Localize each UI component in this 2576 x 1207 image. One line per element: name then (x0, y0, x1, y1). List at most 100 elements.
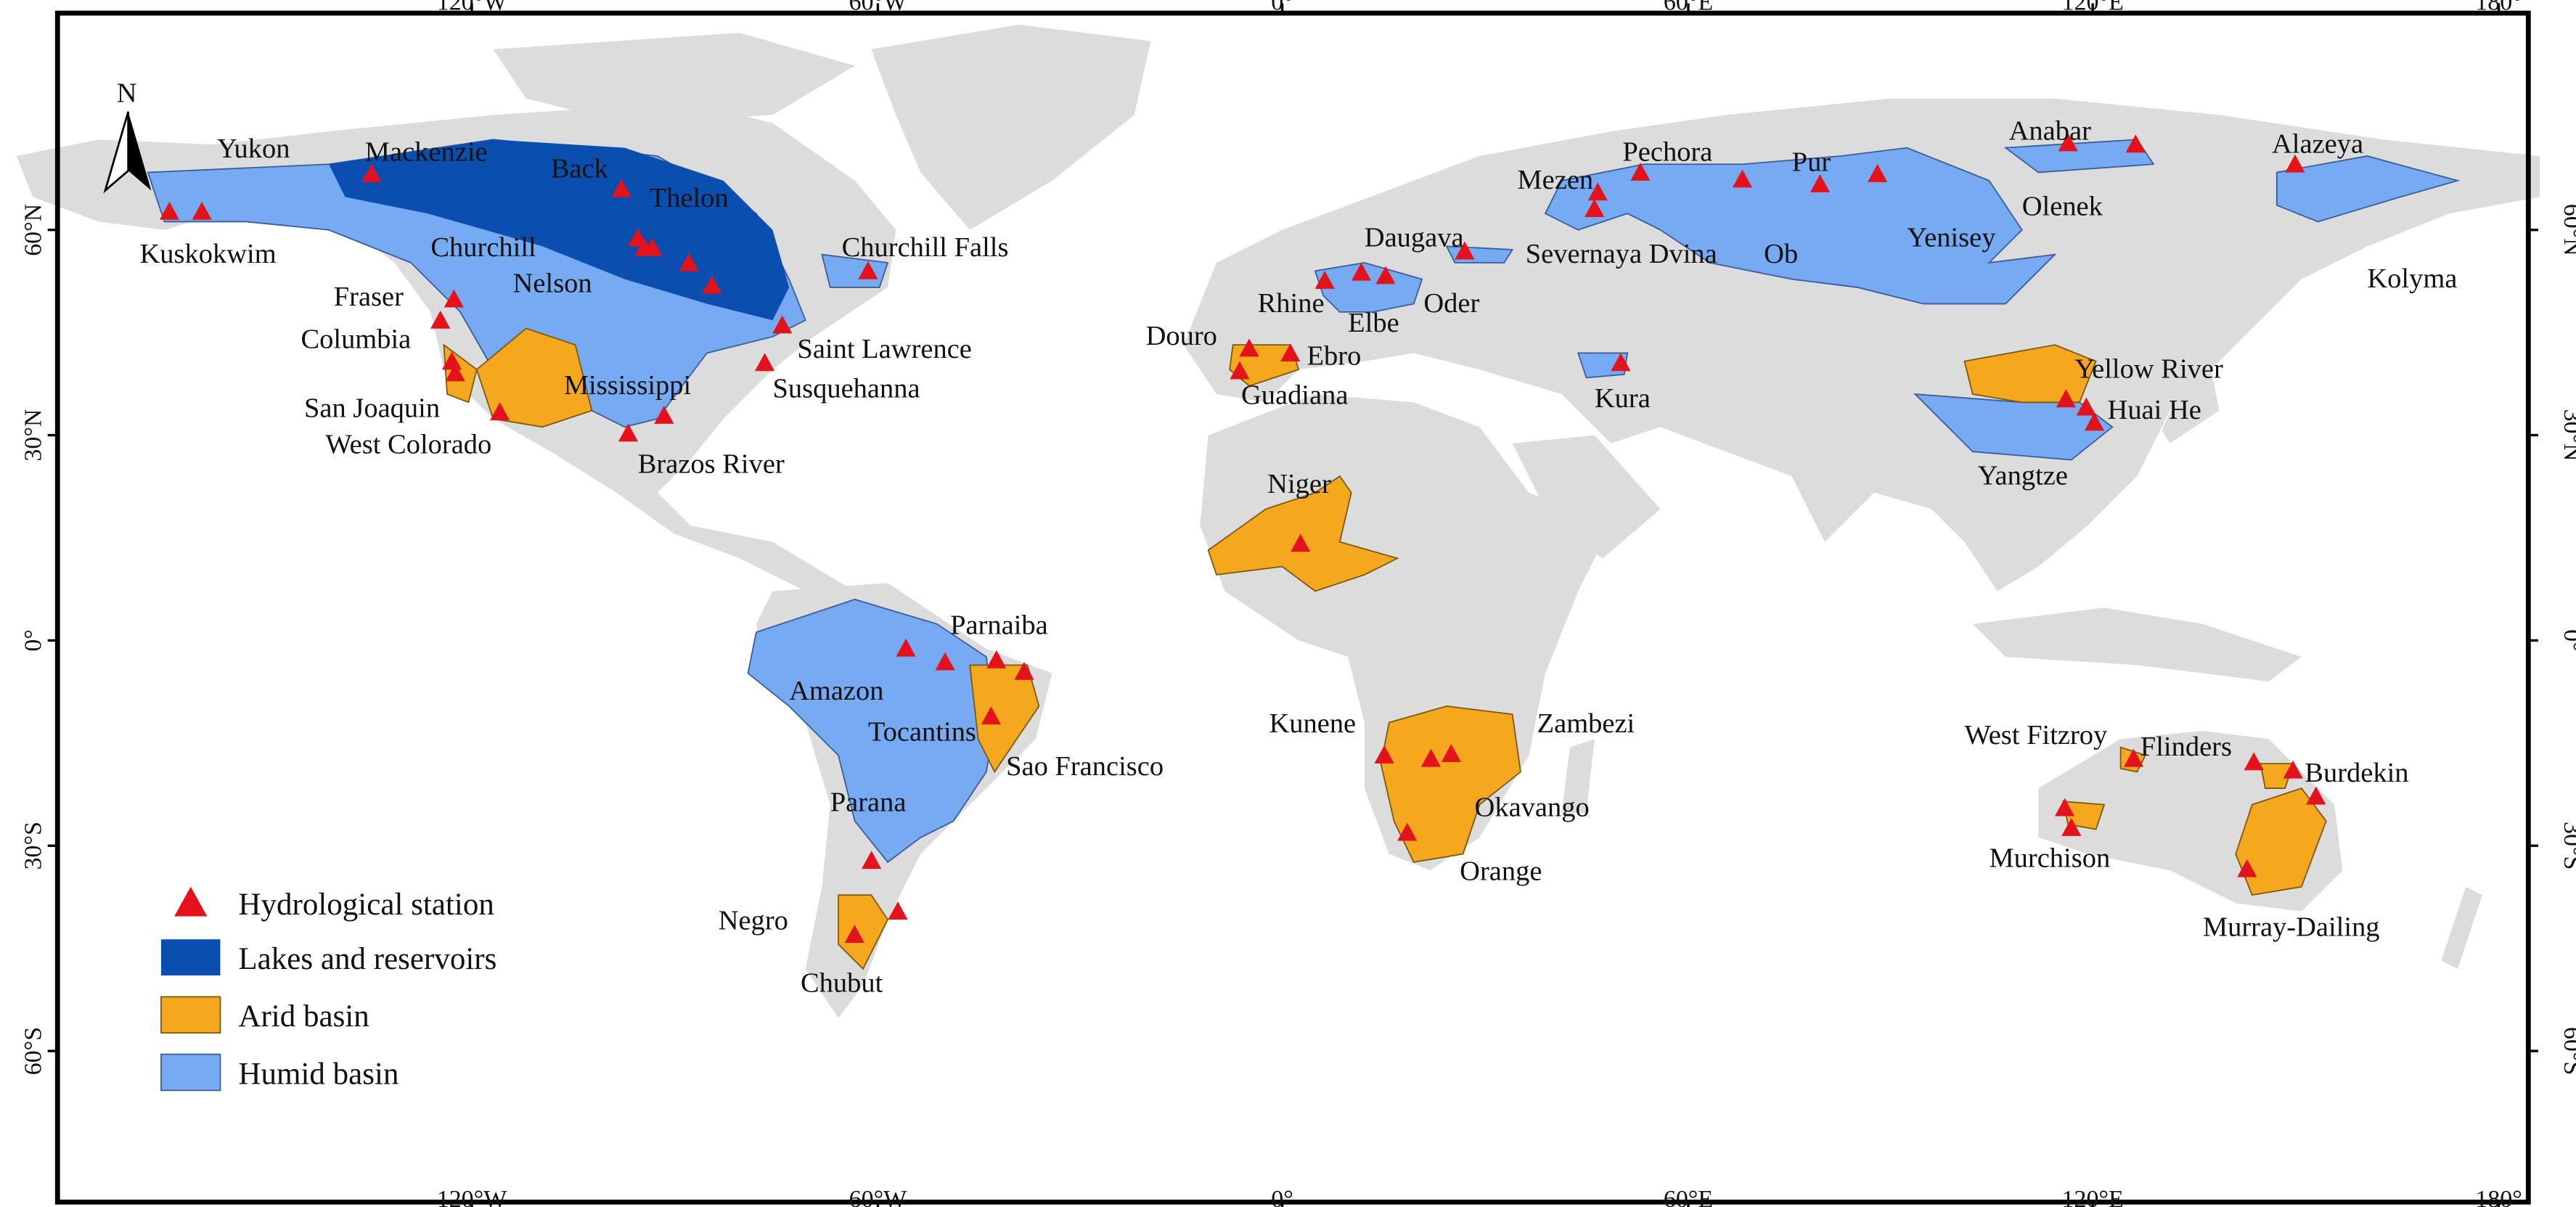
tick-label: 30°S (2559, 822, 2576, 870)
basin-label: Douro (1146, 321, 1217, 351)
station-marker (1374, 745, 1394, 764)
station-marker (896, 638, 916, 657)
basin-label: Parnaiba (950, 610, 1048, 640)
station-marker (2054, 798, 2075, 817)
tick-label: 120°W (437, 1186, 507, 1207)
tick-label: 60°W (849, 1186, 907, 1207)
basins (147, 139, 2461, 970)
station-marker (1420, 748, 1441, 767)
basin-label: Murchison (1989, 843, 2110, 874)
basin-label: Yellow River (2074, 353, 2223, 384)
basin-flinders (2260, 763, 2294, 789)
station-marker (159, 201, 180, 220)
station-marker (2283, 760, 2303, 779)
basin-label: West Fitzroy (1964, 720, 2108, 750)
station-marker (1291, 533, 1311, 552)
station-marker (1014, 661, 1034, 680)
eurasia (1183, 98, 2540, 592)
lakes-canada (328, 139, 790, 321)
station-marker (1611, 353, 1631, 372)
basin-label: Anabar (2009, 115, 2091, 146)
station-marker (702, 275, 722, 294)
station-marker (2125, 134, 2146, 153)
station-marker (1810, 174, 1831, 192)
station-marker (981, 706, 1001, 725)
station-marker (858, 261, 878, 279)
arctic-islands (493, 33, 855, 123)
tick-label: 60°W (849, 0, 907, 16)
tick-label: 60°E (1664, 0, 1713, 16)
map-frame (54, 10, 2531, 1205)
basin-label: Rhine (1258, 288, 1325, 319)
basin-label: Murray-Dailing (2203, 912, 2380, 943)
tick-label: 0° (1271, 0, 1293, 16)
tick-label: 60°E (1664, 1186, 1713, 1207)
basin-label: Back (551, 153, 609, 184)
basin-label: Columbia (300, 324, 411, 355)
station-marker (2123, 748, 2144, 767)
basin-label: Alazeya (2272, 128, 2363, 159)
station-marker (1314, 271, 1335, 290)
basin-label: Ob (1764, 239, 1798, 269)
basin-label: West Colorado (325, 429, 491, 459)
basin-label: Flinders (2140, 732, 2232, 762)
basin-amazon-parana (747, 598, 996, 864)
station-marker (1868, 163, 1888, 182)
station-marker (445, 363, 465, 382)
basin-label: Ebro (1307, 340, 1362, 371)
basin-niger (1207, 475, 1399, 592)
basin-label: Mackenzie (365, 137, 488, 168)
tick-label: 120°E (2062, 1186, 2124, 1207)
basin-label: Brazos River (638, 449, 785, 480)
station-marker (679, 253, 699, 271)
station-marker (1441, 744, 1461, 762)
basin-label: Huai He (2108, 395, 2201, 425)
basin-label: Kuskokwim (140, 239, 277, 269)
basin-label: Susquehanna (772, 374, 920, 404)
station-marker (2285, 154, 2305, 173)
legend-humid-swatch (160, 1053, 221, 1092)
station-marker (443, 289, 464, 308)
basin-label: Kunene (1269, 708, 1356, 739)
station-marker (2076, 397, 2096, 416)
legend: Hydrological station Lakes and reservoir… (160, 886, 496, 1092)
japan (2162, 369, 2220, 443)
basin-label: Orange (1460, 856, 1542, 887)
basin-label: Kolyma (2367, 263, 2457, 294)
station-marker (361, 163, 382, 182)
tick-label: 180° (2475, 1186, 2522, 1207)
station-marker (1351, 262, 1372, 281)
se-asia-islands (1972, 607, 2302, 682)
station-marker (192, 201, 212, 220)
basin-label: Oder (1423, 288, 1479, 319)
basin-label: Churchill (430, 232, 536, 263)
basin-label: Nelson (513, 269, 592, 299)
arabia (1512, 435, 1661, 559)
basin-southern-africa (1380, 705, 1521, 863)
basin-label: Guadiana (1241, 380, 1348, 411)
legend-arid-swatch (160, 996, 221, 1034)
station-marker (1455, 241, 1475, 260)
station-marker (1375, 266, 1396, 285)
station-marker (986, 650, 1007, 668)
tick-label: 30°S (20, 822, 47, 870)
basin-label: Sao Francisco (1006, 751, 1164, 782)
basin-label: Pechora (1622, 137, 1712, 168)
basin-label: Elbe (1348, 308, 1399, 338)
station-marker (2306, 786, 2326, 805)
basin-siberia (1544, 147, 2057, 305)
tick-label: 60°N (20, 204, 47, 256)
basin-murray-darling (2235, 787, 2327, 896)
tick-label: 180° (2475, 0, 2522, 16)
north-arrow-label: N (117, 78, 137, 108)
station-marker (611, 179, 631, 197)
station-marker (642, 237, 663, 256)
station-marker (935, 652, 955, 671)
station-marker (2056, 389, 2076, 408)
basin-label: Severnaya Dvina (1526, 239, 1717, 269)
station-marker (2244, 752, 2264, 771)
basin-kolyma (2276, 155, 2461, 223)
basin-label: Zambezi (1537, 708, 1635, 739)
station-marker (618, 423, 639, 442)
station-marker (1280, 343, 1301, 362)
